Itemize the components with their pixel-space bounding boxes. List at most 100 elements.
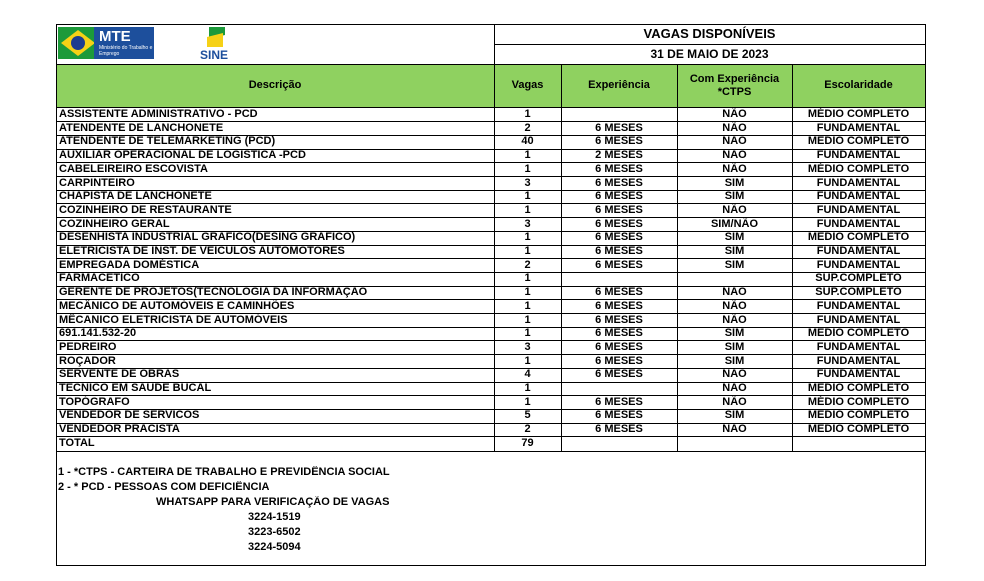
ctps-cell: NÃO (722, 368, 747, 381)
escolaridade-cell: MÉDIO COMPLETO (807, 382, 910, 394)
experiencia-cell (564, 272, 674, 286)
vagas-cell: 1 (524, 327, 531, 340)
rule (677, 64, 678, 451)
ctps-cell (680, 272, 789, 286)
rule (56, 244, 925, 246)
mte-subtitle: Ministério do Trabalho e Emprego (99, 45, 153, 57)
vagas-cell: 3 (524, 217, 531, 230)
rule (56, 217, 925, 219)
ctps-cell: NÃO (722, 395, 747, 408)
escolaridade-cell: FUNDAMENTAL (816, 313, 901, 326)
vagas-cell: 2 (524, 258, 531, 271)
experiencia-cell: 6 MESES (595, 203, 643, 216)
escolaridade-cell: MÉDIO COMPLETO (807, 395, 910, 408)
experiencia-cell: 6 MESES (595, 217, 643, 230)
description-cell: CABELEIREIRO ESCOVISTA (59, 162, 208, 175)
rule (56, 176, 925, 177)
vagas-cell: 2 (524, 121, 531, 134)
ctps-cell: NÃO (722, 313, 747, 326)
rule (925, 24, 926, 566)
vagas-cell: 1 (524, 382, 531, 394)
rule (561, 64, 562, 451)
vagas-cell: 1 (524, 203, 531, 216)
flag-icon (58, 27, 98, 59)
ctps-cell: NÃO (722, 203, 747, 216)
experiencia-cell: 6 MESES (595, 135, 643, 148)
escolaridade-cell: FUNDAMENTAL (816, 368, 901, 381)
vagas-cell: 1 (524, 190, 531, 203)
vagas-cell: 1 (524, 231, 531, 244)
experiencia-cell: 6 MESES (595, 286, 643, 299)
experiencia-cell: 2 MESES (595, 149, 643, 162)
escolaridade-cell: SUP.COMPLETO (815, 272, 902, 285)
vagas-cell: 3 (524, 176, 531, 189)
ctps-cell: SIM (724, 354, 745, 367)
rule (56, 271, 925, 273)
vagas-cell: 5 (524, 409, 531, 422)
description-cell: ELETRICISTA DE INST. DE VEÍCULOS AUTOMOT… (59, 245, 345, 257)
experiencia-cell: 6 MESES (595, 190, 643, 203)
description-cell: VENDEDOR PRACISTA (59, 423, 180, 436)
escolaridade-cell: MÉDIO COMPLETO (807, 231, 910, 244)
description-cell: CHAPISTA DE LANCHONETE (59, 190, 212, 203)
escolaridade-cell: FUNDAMENTAL (816, 299, 901, 312)
phone: 3224-1519 (248, 510, 301, 523)
description-cell: EMPREGADA DOMÉSTICA (59, 258, 200, 271)
rule (56, 565, 925, 566)
escolaridade-cell: MÉDIO COMPLETO (807, 162, 910, 175)
ctps-cell: NÃO (722, 108, 747, 120)
rule (56, 230, 925, 232)
date: 31 DE MAIO DE 2023 (650, 47, 769, 61)
rule (56, 258, 925, 260)
experiencia-cell: 6 MESES (595, 299, 643, 312)
ctps-cell: SIM (724, 231, 745, 244)
experiencia-cell: 6 MESES (595, 423, 643, 436)
escolaridade-cell: MÉDIO COMPLETO (807, 327, 910, 340)
rule (792, 64, 793, 451)
mte-logo: MTE Ministério do Trabalho e Emprego (58, 27, 154, 59)
experiencia-cell: 6 MESES (595, 245, 643, 257)
experiencia-cell: 6 MESES (595, 354, 643, 367)
description-cell: AUXILIAR OPERACIONAL DE LOGÍSTICA -PCD (59, 149, 306, 162)
escolaridade-cell: FUNDAMENTAL (816, 217, 901, 230)
column-header: Escolaridade (792, 64, 925, 107)
total-vagas: 79 (521, 436, 534, 449)
description-cell: GERENTE DE PROJETOS(TECNOLOGIA DA INFORM… (59, 286, 368, 299)
escolaridade-cell: MÉDIO COMPLETO (807, 108, 910, 120)
description-cell: MÊCANICO ELETRICISTA DE AUTOMÓVEIS (59, 313, 288, 326)
phone: 3224-5094 (248, 540, 301, 553)
ctps-cell: SIM (724, 258, 745, 271)
ctps-cell: SIM (724, 340, 745, 353)
description-cell: COZINHEIRO GERAL (59, 217, 170, 230)
vagas-cell: 40 (521, 135, 534, 148)
rule (56, 189, 925, 191)
rule (56, 203, 925, 205)
ctps-cell: SIM (724, 409, 745, 422)
ctps-cell: SIM (724, 190, 745, 203)
total-label: TOTAL (59, 436, 95, 449)
title: VAGAS DISPONÍVEIS (643, 26, 776, 41)
experiencia-cell: 6 MESES (595, 231, 643, 244)
description-cell: PEDREIRO (59, 340, 117, 353)
note: 2 - * PCD - PESSOAS COM DEFICIÊNCIA (58, 480, 270, 493)
rule (56, 162, 925, 164)
escolaridade-cell: FUNDAMENTAL (816, 149, 901, 162)
description-cell: VENDEDOR DE SERVICOS (59, 409, 200, 422)
ctps-cell: NÃO (722, 382, 747, 394)
rule (56, 354, 925, 356)
description-cell: ROÇADOR (59, 354, 116, 367)
escolaridade-cell: FUNDAMENTAL (816, 121, 901, 134)
vagas-cell: 1 (524, 108, 531, 120)
ctps-cell: NÃO (722, 423, 747, 436)
rule (56, 121, 925, 123)
vagas-cell: 1 (524, 272, 531, 285)
vagas-cell: 1 (524, 299, 531, 312)
ctps-cell: NÃO (722, 135, 747, 148)
rule (56, 408, 925, 410)
escolaridade-cell: FUNDAMENTAL (816, 354, 901, 367)
ctps-cell: NÃO (722, 162, 747, 175)
experiencia-cell: 6 MESES (595, 395, 643, 408)
description-cell: TÉCNICO EM SAÚDE BUCAL (59, 382, 212, 394)
sine-text: SINE (200, 48, 229, 62)
rule (56, 299, 925, 301)
